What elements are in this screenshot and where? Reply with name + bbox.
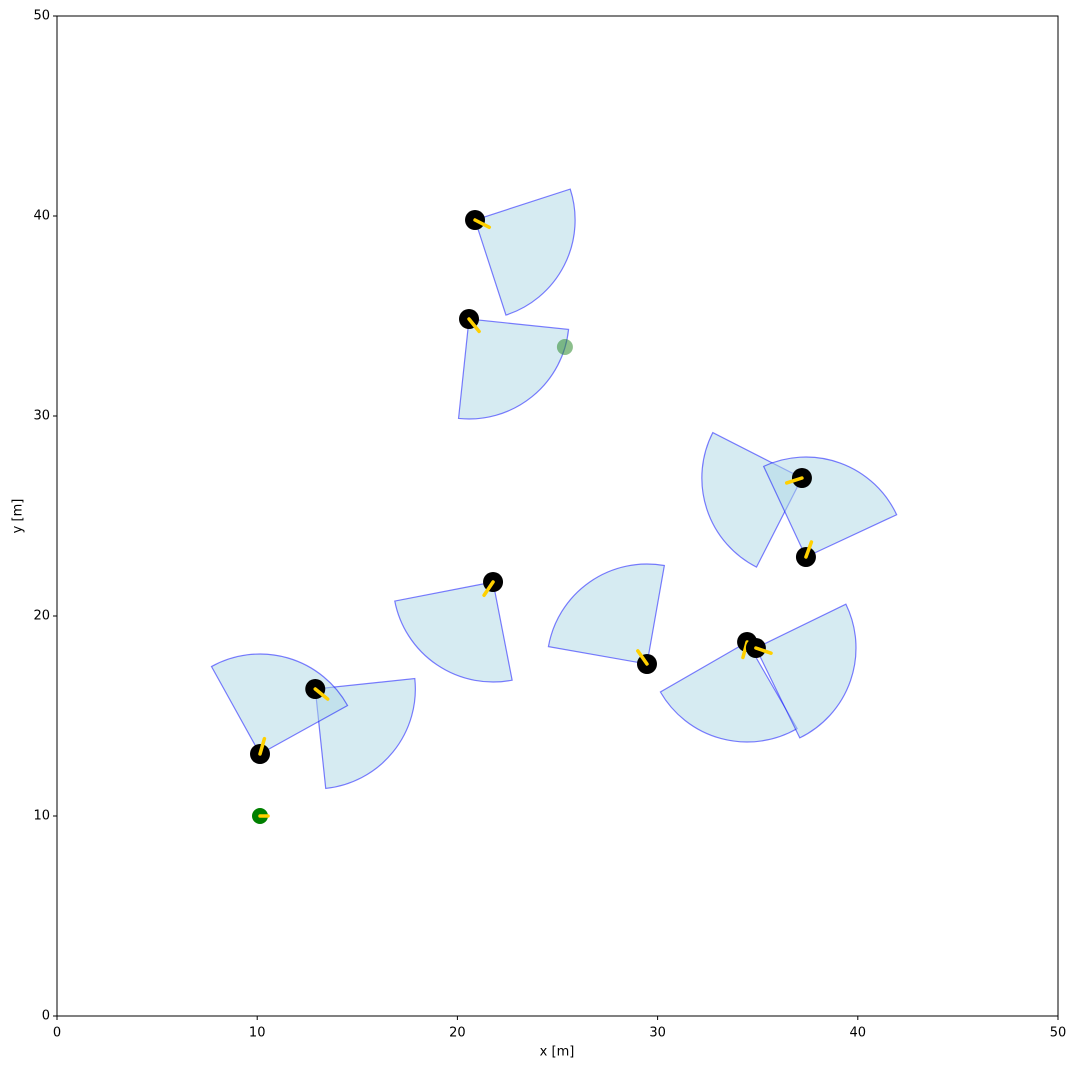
agent-heading	[467, 317, 481, 334]
x-tick-label: 20	[449, 1026, 466, 1041]
agent-heading	[473, 218, 492, 230]
x-tick-label: 30	[649, 1026, 666, 1041]
agent-heading	[258, 736, 267, 756]
y-tick-label: 50	[33, 9, 50, 24]
vision-cone	[659, 641, 798, 743]
x-tick-label: 0	[53, 1026, 61, 1041]
agent-heading	[784, 476, 804, 485]
agent-heading	[636, 649, 649, 666]
y-tick-label: 10	[33, 809, 50, 824]
agent-heading	[754, 646, 773, 655]
vision-cone	[210, 653, 349, 755]
x-tick-label: 50	[1050, 1026, 1067, 1041]
agent-heading	[804, 540, 814, 559]
plot-area	[210, 188, 898, 824]
vision-cone	[474, 188, 576, 316]
agent-heading	[482, 580, 495, 598]
axes-frame	[56, 15, 1059, 1017]
vision-cone	[394, 581, 513, 683]
y-tick-label: 0	[42, 1009, 50, 1024]
y-tick-label: 30	[33, 409, 50, 424]
vision-cone	[755, 603, 857, 739]
y-tick-label: 40	[33, 209, 50, 224]
x-tick-label: 40	[850, 1026, 867, 1041]
x-axis-label: x [m]	[540, 1045, 575, 1060]
agent-heading	[741, 640, 749, 660]
x-tick-label: 10	[249, 1026, 266, 1041]
vision-cone	[547, 563, 666, 665]
y-tick-label: 20	[33, 609, 50, 624]
goal	[556, 339, 573, 355]
y-axis-label: y [m]	[11, 499, 26, 534]
agent-heading	[313, 687, 330, 701]
